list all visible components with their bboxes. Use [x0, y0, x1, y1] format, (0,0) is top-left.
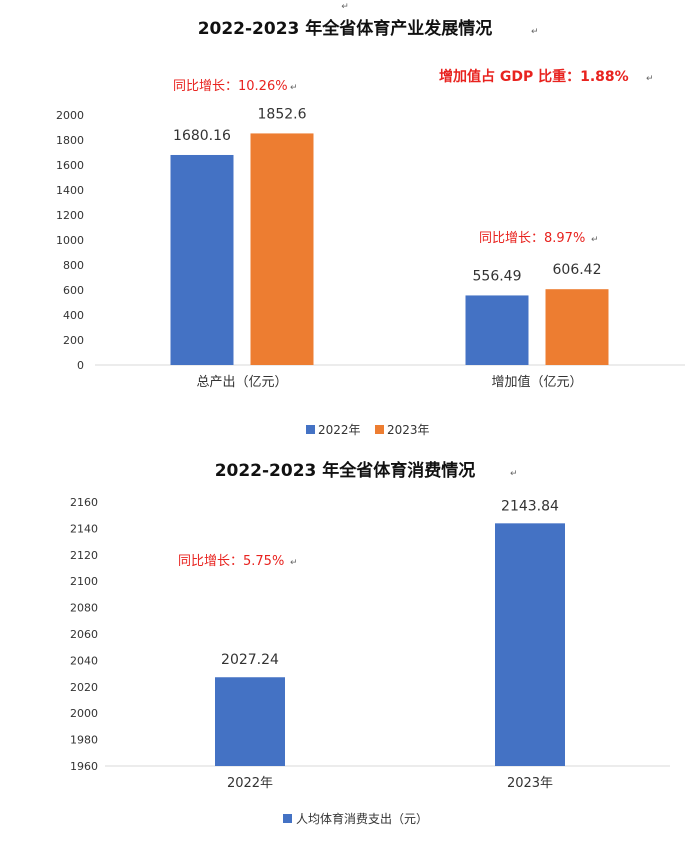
y-tick-label: 1800 [56, 134, 84, 147]
chart2-title: 2022-2023 年全省体育消费情况 [215, 460, 476, 481]
data-label: 2143.84 [501, 498, 559, 514]
chart1-annotation-value-added-growth: 同比增长：8.97% [479, 231, 585, 246]
chart1-legend-swatch-2023 [375, 425, 384, 434]
chart2-title-mark: ↵ [510, 469, 518, 479]
y-tick-label: 1400 [56, 184, 84, 197]
bar [545, 289, 609, 365]
chart1-annotation-mark-3: ↵ [646, 74, 654, 84]
bar [495, 523, 565, 766]
y-tick-label: 0 [77, 359, 84, 372]
y-tick-label: 1200 [56, 209, 84, 222]
industry-chart: 2022-2023 年全省体育产业发展情况 ↵ 同比增长：10.26% ↵ 增加… [56, 18, 685, 437]
y-tick-label: 2080 [70, 602, 98, 615]
data-label: 606.42 [553, 262, 602, 278]
y-tick-label: 2000 [56, 109, 84, 122]
consumption-chart: 2022-2023 年全省体育消费情况 ↵ 同比增长：5.75% ↵ 1960 1… [70, 460, 670, 826]
y-tick-label: 1000 [56, 234, 84, 247]
chart1-annotation-gdp-share: 增加值占 GDP 比重：1.88% [439, 68, 629, 85]
chart1-title: 2022-2023 年全省体育产业发展情况 [198, 18, 493, 39]
chart1-annotation-mark-1: ↵ [290, 83, 298, 93]
y-tick-label: 1960 [70, 760, 98, 773]
chart2-annotation-growth: 同比增长：5.75% [178, 554, 284, 569]
y-tick-label: 2120 [70, 549, 98, 562]
chart1-legend-label-2022: 2022年 [318, 423, 361, 437]
y-tick-label: 2160 [70, 496, 98, 509]
top-paragraph-mark: ↵ [341, 2, 349, 12]
data-label: 1852.6 [258, 106, 307, 122]
y-tick-label: 600 [63, 284, 84, 297]
y-tick-label: 2040 [70, 654, 98, 667]
x-category-label: 总产出（亿元） [196, 375, 287, 390]
chart1-annotation-output-growth: 同比增长：10.26% [173, 79, 288, 94]
y-tick-label: 200 [63, 334, 84, 347]
x-category-label: 2023年 [507, 776, 553, 791]
y-tick-label: 2020 [70, 681, 98, 694]
y-tick-label: 2000 [70, 707, 98, 720]
bar [465, 295, 529, 365]
bar [215, 677, 285, 766]
x-category-label: 2022年 [227, 776, 273, 791]
chart1-legend-label-2023: 2023年 [387, 423, 430, 437]
x-category-label: 增加值（亿元） [491, 374, 582, 390]
chart2-legend-label: 人均体育消费支出（元） [296, 811, 428, 826]
chart1-legend-swatch-2022 [306, 425, 315, 434]
y-tick-label: 400 [63, 309, 84, 322]
bar [250, 133, 314, 365]
y-tick-label: 1600 [56, 159, 84, 172]
chart2-legend-swatch [283, 814, 292, 823]
y-tick-label: 2060 [70, 628, 98, 641]
chart2-annotation-mark: ↵ [290, 558, 298, 568]
y-tick-label: 2140 [70, 522, 98, 535]
chart1-title-mark: ↵ [531, 27, 539, 37]
data-label: 556.49 [473, 268, 522, 284]
y-tick-label: 1980 [70, 734, 98, 747]
y-tick-label: 800 [63, 259, 84, 272]
chart1-annotation-mark-2: ↵ [591, 235, 599, 245]
bar [170, 154, 234, 365]
data-label: 2027.24 [221, 652, 279, 668]
data-label: 1680.16 [173, 128, 231, 144]
y-tick-label: 2100 [70, 575, 98, 588]
